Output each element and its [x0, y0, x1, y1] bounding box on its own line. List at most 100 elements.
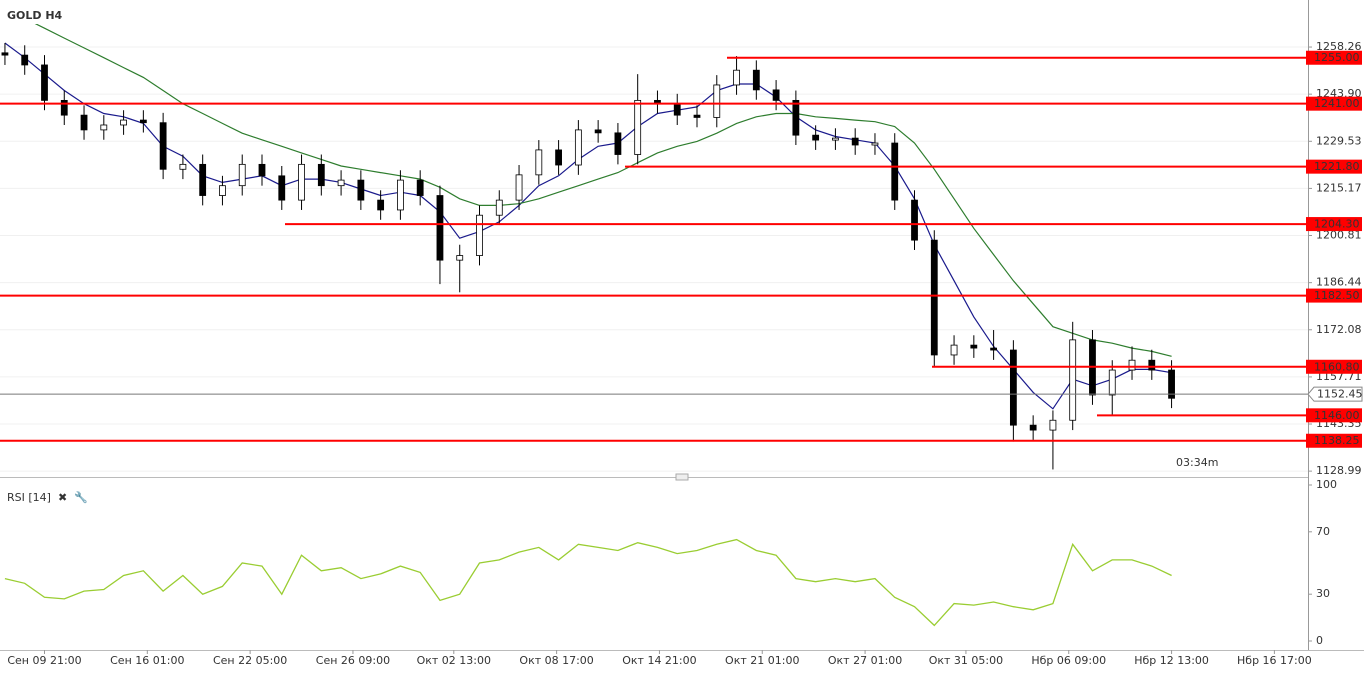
candle-body	[693, 114, 701, 118]
x-tick-label: Окт 08 17:00	[519, 654, 593, 667]
candle-body	[851, 137, 859, 146]
candle-body	[337, 179, 345, 187]
y-tick-label: 30	[1316, 587, 1330, 600]
symbol-title: GOLD H4	[7, 9, 63, 22]
candle-body	[832, 137, 839, 141]
x-tick-label: Окт 02 13:00	[417, 654, 491, 667]
candle-body	[950, 344, 958, 356]
y-tick-label: 1200.81	[1316, 229, 1362, 242]
candle-body	[41, 64, 48, 101]
level-label-box	[1306, 217, 1362, 232]
level-label: 1221.80	[1314, 160, 1360, 173]
candle-body	[1148, 359, 1156, 371]
level-label: 1241.00	[1314, 97, 1360, 110]
candle-body	[436, 195, 444, 261]
candle-body	[990, 347, 998, 351]
y-tick-label: 1128.99	[1316, 464, 1362, 477]
candle-body	[911, 199, 918, 241]
level-label: 1182.50	[1314, 289, 1360, 302]
candle-body	[1, 52, 9, 56]
candle-body	[970, 344, 978, 349]
level-label: 1146.00	[1314, 409, 1360, 422]
x-tick-label: Нбр 12 13:00	[1134, 654, 1209, 667]
candle-body	[397, 179, 404, 211]
candle-body	[377, 199, 385, 211]
level-label-box	[1306, 50, 1362, 65]
level-label: 1255.00	[1314, 51, 1360, 64]
level-label-box	[1306, 288, 1362, 303]
last-price-label: 1152.45	[1317, 388, 1363, 401]
candle-body	[278, 175, 286, 201]
candle-body	[159, 122, 167, 170]
overlay: 1258.261243.901229.531215.171200.811186.…	[0, 40, 1363, 667]
moving-average	[4, 7, 1172, 357]
candle-body	[456, 255, 464, 261]
candle-body	[891, 142, 899, 201]
candle-body	[871, 142, 879, 146]
candle-body	[80, 114, 88, 131]
x-tick-label: Окт 14 21:00	[622, 654, 696, 667]
candle-body	[60, 99, 68, 116]
rsi-title: RSI [14]	[7, 491, 51, 504]
candle-body	[1029, 424, 1037, 431]
candle-body	[1168, 369, 1175, 399]
candle-body	[120, 119, 127, 126]
candle-body	[199, 163, 207, 196]
candle-body	[574, 129, 582, 166]
level-label-box	[1306, 408, 1362, 423]
candle-body	[21, 54, 29, 66]
candle-body	[792, 99, 800, 136]
candle-body	[614, 132, 622, 155]
candle-body	[357, 179, 365, 201]
candle-body	[1009, 349, 1017, 426]
candle-body	[219, 185, 226, 196]
candle-body	[555, 149, 562, 166]
candle-body	[752, 69, 760, 91]
candle-body	[1049, 419, 1057, 431]
level-label-box	[1306, 159, 1362, 174]
candle-body	[298, 163, 305, 201]
y-tick-label: 0	[1316, 634, 1323, 647]
x-tick-label: Окт 31 05:00	[929, 654, 1003, 667]
symbol-box	[4, 8, 58, 24]
y-tick-label: 70	[1316, 525, 1330, 538]
candle-body	[713, 84, 721, 118]
candle-body	[416, 179, 424, 196]
candle-body	[317, 163, 325, 187]
x-tick-label: Сен 16 01:00	[110, 654, 184, 667]
candle-body	[476, 214, 483, 256]
x-tick-label: Сен 22 05:00	[213, 654, 287, 667]
candle-body	[673, 103, 681, 116]
candle-body	[515, 174, 523, 201]
y-tick-label: 1172.08	[1316, 323, 1362, 336]
candle-body	[634, 99, 642, 155]
panel-handle	[675, 473, 689, 481]
x-tick-label: Нбр 16 17:00	[1237, 654, 1312, 667]
candle-body	[772, 89, 780, 101]
level-label-box	[1306, 433, 1362, 448]
x-tick-label: Сен 09 21:00	[7, 654, 81, 667]
x-tick-label: Сен 26 09:00	[316, 654, 390, 667]
candle-body	[1069, 339, 1077, 421]
level-label: 1160.80	[1314, 360, 1360, 373]
x-tick-label: Окт 21 01:00	[725, 654, 799, 667]
rsi-close-icon[interactable]: ✖	[58, 491, 67, 504]
candle-body	[812, 134, 820, 141]
rsi-settings-icon[interactable]: 🔧	[74, 490, 88, 504]
candle-body	[495, 199, 503, 216]
candle-body	[238, 163, 246, 187]
y-tick-label: 1258.26	[1316, 40, 1362, 53]
level-label: 1138.25	[1314, 434, 1360, 447]
y-tick-label: 1186.44	[1316, 276, 1362, 289]
x-tick-label: Нбр 06 09:00	[1031, 654, 1106, 667]
grid	[0, 46, 1312, 654]
level-label-box	[1306, 359, 1362, 374]
candle-body	[930, 239, 938, 356]
level-label: 1204.30	[1314, 218, 1360, 231]
candle-body	[535, 149, 543, 176]
y-tick-label: 1229.53	[1316, 134, 1362, 147]
timer: 03:34m	[1176, 456, 1218, 469]
candle-body	[139, 119, 147, 124]
